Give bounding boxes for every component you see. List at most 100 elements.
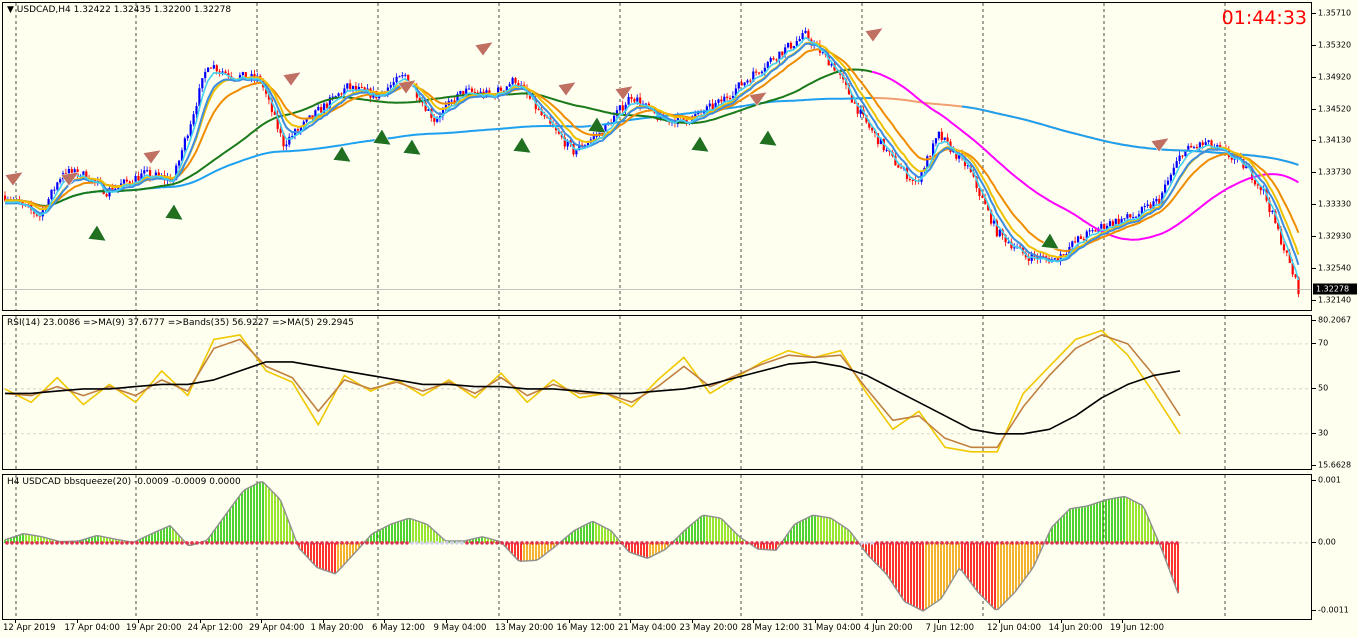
squeeze-dot [810,541,814,545]
price-bar [331,96,334,98]
squeeze-dot [630,541,634,545]
squeeze-dot [930,541,934,545]
squeeze-dot [400,541,404,545]
buy-signal-arrow [402,138,422,156]
squeeze-dot [895,541,899,545]
price-bar [804,30,807,34]
squeeze-dot [555,541,559,545]
price-bar [134,175,137,184]
price-bar [299,126,302,131]
dropdown-triangle-icon[interactable]: ▼ [7,5,14,15]
squeeze-dot [95,541,99,545]
squeeze-dot [90,541,94,545]
price-bar [276,114,279,129]
price-bar [1140,207,1143,215]
price-bar [987,204,990,211]
price-chart-svg[interactable] [3,3,1312,311]
buy-signal-arrow [164,203,184,221]
time-axis-label: 14 Jun 20:00 [1048,623,1103,633]
time-axis[interactable]: 12 Apr 2019 17 Apr 04:00 19 Apr 20:00 24 Ap… [2,620,1312,638]
price-bar [1053,258,1056,260]
squeeze-dot [800,541,804,545]
price-bar [1195,146,1199,148]
price-bar [876,133,880,145]
price-bar [1245,165,1248,169]
bbsqueeze-axis-label: -0.0011 [1318,605,1349,615]
squeeze-dot [525,541,529,545]
squeeze-dot [1150,541,1154,545]
squeeze-dot [695,541,699,545]
price-bar [595,135,598,137]
price-bar [1074,241,1077,243]
price-bar [1187,145,1190,150]
price-bar [1108,221,1112,226]
squeeze-dot [540,541,544,545]
bbsqueeze-axis-tick [1312,610,1316,611]
squeeze-dot [1055,541,1059,545]
price-axis-label: 1.34130 [1318,135,1352,145]
squeeze-dot [340,541,344,545]
price-bar [1216,145,1219,148]
bbsqueeze-pane[interactable]: H4 USDCAD bbsqueeze(20) -0.0009 -0.0009 … [2,474,1312,620]
price-bar [1152,201,1155,209]
price-bar [592,136,595,140]
price-bar [613,115,616,125]
price-bar [1230,156,1233,160]
squeeze-dot [620,541,624,545]
bbsqueeze-axis[interactable]: 0.001 0.00 -0.0011 [1312,474,1358,620]
price-bar [586,142,590,146]
price-bar [178,160,181,166]
price-bar [856,102,859,114]
price-bar [143,170,146,174]
squeeze-dot [10,541,14,545]
price-bar [578,144,581,151]
time-axis-label: 19 Jun 12:00 [1110,623,1164,633]
price-bar [366,88,369,90]
squeeze-dot [1030,541,1034,545]
rsi-pane[interactable]: RSI(14) 23.0086 =>MA(9) 37.6777 =>Bands(… [2,315,1312,470]
bbsqueeze-axis-label: 0.001 [1318,475,1341,485]
price-bar [154,172,157,177]
rsi-axis[interactable]: 80.2067 70 50 30 15.6628 [1312,315,1358,470]
time-axis-tick [138,620,139,623]
squeeze-dot [360,541,364,545]
price-bar [128,181,131,184]
bbsqueeze-chart-svg[interactable] [3,475,1312,620]
rsi-chart-svg[interactable] [3,316,1312,470]
price-axis-tick [1312,140,1316,142]
squeeze-dot [890,541,894,545]
buy-signal-arrow [587,116,607,134]
price-bar [325,103,329,108]
price-bar [207,67,210,72]
squeeze-dot [5,541,9,545]
price-bar [743,82,746,86]
rsi-line [4,329,1181,453]
squeeze-dot [350,541,354,545]
time-axis-label: 16 May 12:00 [556,623,615,633]
price-bar [737,82,740,89]
time-axis-tick [1060,620,1062,623]
price-bar [926,156,929,169]
price-bar [1204,142,1207,145]
squeeze-dot [770,541,774,545]
price-bar [615,110,619,116]
squeeze-dot [940,541,944,545]
price-pane[interactable]: ▼ USDCAD,H4 1.32422 1.32435 1.32200 1.32… [2,2,1312,311]
price-bar [998,229,1001,237]
price-bar [859,109,862,114]
squeeze-dot [615,541,619,545]
price-bar [1091,230,1094,232]
squeeze-dot [165,541,169,545]
price-bar [1088,230,1091,232]
squeeze-dot [255,541,259,545]
squeeze-dot [1130,541,1134,545]
price-bar [1280,228,1283,245]
sell-signal-arrow [397,79,417,95]
squeeze-dot [665,541,669,545]
price-axis[interactable]: 1.35710 1.35320 1.34920 1.34520 1.34130 1.337… [1312,2,1358,311]
squeeze-dot [610,541,614,545]
price-bar [21,201,24,204]
price-axis-label: 1.32540 [1318,263,1352,273]
squeeze-dot [675,541,679,545]
squeeze-dot [845,541,849,545]
